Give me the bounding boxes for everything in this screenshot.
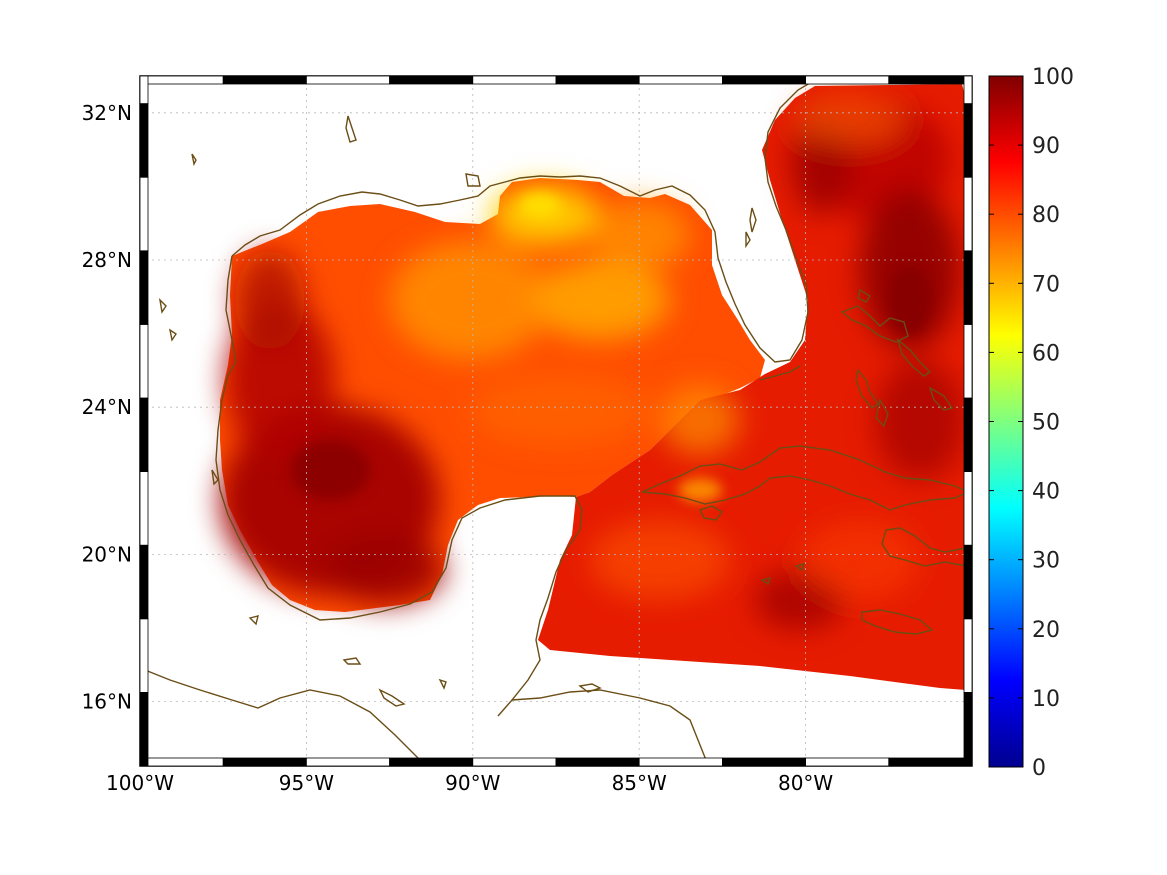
frame-segment-left <box>139 397 149 472</box>
frame-segment-right <box>963 544 973 620</box>
colorbar-tick-label: 50 <box>1032 411 1060 436</box>
frame-segment-left <box>139 323 149 399</box>
colorbar-tick-label: 90 <box>1032 134 1060 159</box>
colorbar-gradient <box>989 76 1023 767</box>
frame-segment-left <box>139 618 149 693</box>
frame-segment-top <box>389 75 474 85</box>
frame-segment-bottom <box>472 757 557 767</box>
isla-juventud-coastline <box>699 505 724 521</box>
graticule <box>140 76 972 766</box>
frame-segment-left <box>139 176 149 252</box>
frame-segment-bottom <box>805 757 890 767</box>
mexico-coastline <box>215 255 583 717</box>
frame-segment-right <box>963 323 973 399</box>
latitude-label: 32°N <box>82 101 132 125</box>
frame-segment-bottom <box>305 757 390 767</box>
small-islands-coastline <box>158 115 806 707</box>
jamaica-coastline <box>861 609 934 635</box>
frame-segment-left <box>139 692 149 767</box>
colorbar-tick-label: 20 <box>1032 618 1060 643</box>
frame-segment-top <box>305 75 390 85</box>
longitude-label: 100°W <box>106 771 174 795</box>
bahamas-coastline <box>840 288 954 428</box>
latitude-labels: 32°N 28°N 24°N 20°N 16°N <box>82 101 132 714</box>
frame-segment-left <box>139 471 149 546</box>
frame-segment-right <box>963 397 973 472</box>
longitude-label: 95°W <box>279 771 334 795</box>
frame-segment-bottom <box>389 757 474 767</box>
data-field <box>220 84 966 690</box>
frame-segment-right <box>963 250 973 325</box>
frame-segment-top <box>139 75 224 85</box>
map-area: 32°N 28°N 24°N 20°N 16°N 100°W 95°W 90°W 85°W 80… <box>82 75 973 795</box>
coastlines <box>140 79 970 761</box>
colorbar-tick-label: 80 <box>1032 203 1060 228</box>
frame-segment-right <box>963 103 973 178</box>
central-america-pacific-coast <box>140 667 421 761</box>
frame-segment-right <box>963 618 973 693</box>
frame-segment-top <box>638 75 723 85</box>
frame-segment-left <box>139 75 149 105</box>
frame-segment-bottom <box>638 757 723 767</box>
longitude-label: 85°W <box>612 771 667 795</box>
longitude-label: 80°W <box>778 771 833 795</box>
frame-segment-right <box>963 75 973 105</box>
frame-segment-bottom <box>722 757 807 767</box>
colorbar-tick-label: 40 <box>1032 480 1060 505</box>
longitude-label: 90°W <box>445 771 500 795</box>
florida-keys-coastline <box>759 365 801 381</box>
frame-segment-top <box>722 75 807 85</box>
colorbar-tick-label: 60 <box>1032 341 1060 366</box>
frame-segment-top <box>472 75 557 85</box>
frame-segment-top <box>805 75 890 85</box>
colorbar-tick-label: 0 <box>1032 756 1046 781</box>
field-detail <box>290 193 932 502</box>
colorbar-tick-label: 10 <box>1032 687 1060 712</box>
frame-segment-bottom <box>555 757 640 767</box>
frame-segment-top <box>222 75 307 85</box>
frame-segment-left <box>139 103 149 178</box>
frame-segment-bottom <box>888 757 973 767</box>
us-gulf-coastline <box>231 79 816 363</box>
latitude-label: 20°N <box>82 542 132 566</box>
frame-segment-right <box>963 176 973 252</box>
frame-segment-right <box>963 692 973 767</box>
colorbar-tick-label: 70 <box>1032 272 1060 297</box>
frame-segment-left <box>139 250 149 325</box>
colorbar-tick-label: 30 <box>1032 549 1060 574</box>
colorbar-tick-label: 100 <box>1032 65 1074 90</box>
cuba-coastline <box>641 445 970 511</box>
frame-segment-top <box>888 75 973 85</box>
frame-segment-right <box>963 471 973 546</box>
longitude-labels: 100°W 95°W 90°W 85°W 80°W <box>106 771 833 795</box>
frame-segment-bottom <box>222 757 307 767</box>
frame-segment-top <box>555 75 640 85</box>
latitude-label: 16°N <box>82 690 132 714</box>
latitude-label: 28°N <box>82 248 132 272</box>
latitude-label: 24°N <box>82 395 132 419</box>
map-frame-checker <box>139 75 973 767</box>
frame-segment-bottom <box>139 757 224 767</box>
frame-segment-left <box>139 544 149 620</box>
honduras-coastline <box>511 689 707 761</box>
